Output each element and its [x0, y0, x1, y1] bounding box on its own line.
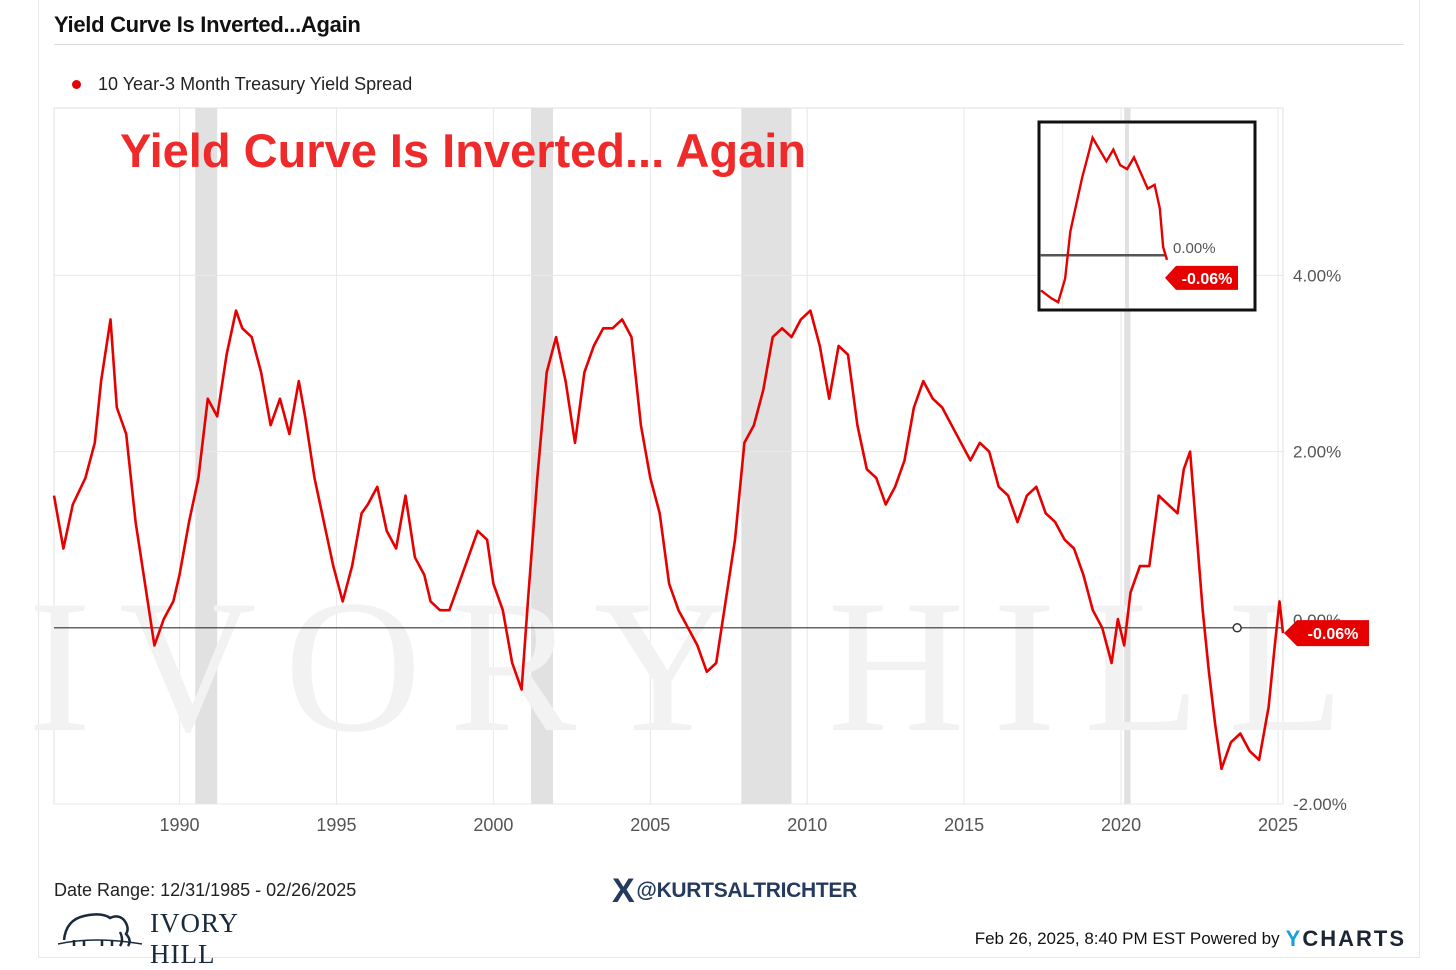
- legend[interactable]: 10 Year-3 Month Treasury Yield Spread: [72, 74, 412, 95]
- legend-label: 10 Year-3 Month Treasury Yield Spread: [98, 74, 413, 94]
- x-tick-label: 2000: [473, 815, 513, 835]
- recession-band: [1124, 108, 1131, 804]
- overlay-title: Yield Curve Is Inverted... Again: [120, 124, 806, 177]
- inset-zero-label: 0.00%: [1173, 240, 1216, 257]
- ivory-hill-logo: IVORY HILL: [54, 900, 304, 969]
- footer-credit: Feb 26, 2025, 8:40 PM EST Powered by YCH…: [975, 926, 1406, 952]
- y-tick-label: -2.00%: [1293, 795, 1347, 814]
- ycharts-rest: CHARTS: [1302, 926, 1406, 951]
- x-logo-icon: X: [612, 872, 635, 910]
- timestamp: Feb 26, 2025, 8:40 PM EST Powered by: [974, 929, 1280, 948]
- recession-band: [531, 108, 554, 804]
- inset-end-label: -0.06%: [1182, 271, 1233, 288]
- x-tick-label: 2015: [944, 815, 984, 835]
- x-tick-label: 2010: [787, 815, 827, 835]
- chart-title: Yield Curve Is Inverted...Again: [54, 12, 361, 37]
- social-handle[interactable]: X @KURTSALTRICHTER: [612, 872, 857, 910]
- inset-end-flag: [1165, 265, 1238, 290]
- hover-marker: [1232, 623, 1242, 633]
- legend-marker: [72, 80, 81, 89]
- x-tick-label: 2025: [1258, 815, 1298, 835]
- x-tick-label: 2005: [630, 815, 670, 835]
- title-divider: [54, 44, 1404, 45]
- end-value-label: -0.06%: [1308, 626, 1359, 643]
- recession-band: [195, 108, 218, 804]
- date-range: Date Range: 12/31/1985 - 02/26/2025: [54, 880, 357, 900]
- ycharts-logo[interactable]: YCHARTS: [1285, 926, 1406, 951]
- series-line: [52, 309, 1285, 771]
- handle-text: @KURTSALTRICHTER: [636, 879, 857, 902]
- end-value-flag: [1284, 620, 1369, 647]
- y-tick-label: 4.00%: [1293, 266, 1341, 285]
- watermark-text: IVORY HILL: [28, 562, 1372, 772]
- x-tick-label: 1995: [316, 815, 356, 835]
- x-tick-label: 1990: [160, 815, 200, 835]
- elephant-icon: [57, 913, 143, 947]
- recession-band: [741, 108, 792, 804]
- brand-name: IVORY HILL: [150, 908, 239, 969]
- chart-frame: [38, 0, 1420, 958]
- x-tick-label: 2020: [1101, 815, 1141, 835]
- y-tick-label: 2.00%: [1293, 443, 1341, 462]
- inset-series-line: [1040, 134, 1169, 304]
